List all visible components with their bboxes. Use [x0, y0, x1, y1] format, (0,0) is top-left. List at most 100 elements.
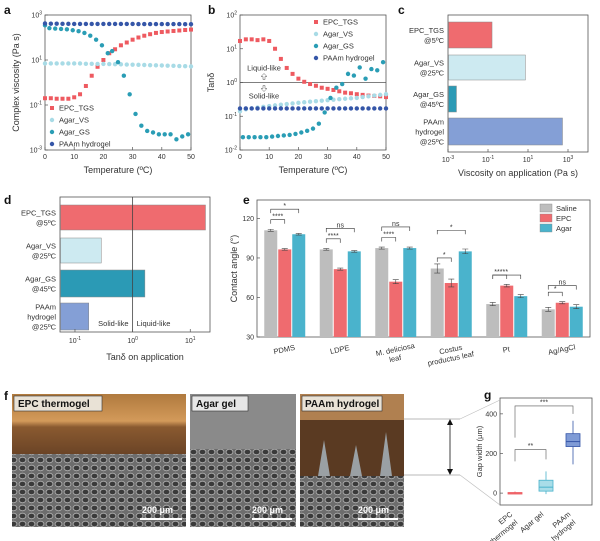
- bar: [60, 302, 90, 331]
- significance-label: ns: [559, 280, 567, 287]
- error-bar: [434, 263, 441, 274]
- data-point-epc_tgs: [384, 95, 388, 100]
- data-point-paam-hydrogel: [66, 21, 71, 27]
- legend-marker: [49, 141, 55, 147]
- data-point-paam-hydrogel: [136, 21, 141, 27]
- data-point-epc_tgs: [273, 46, 278, 51]
- x-tick-label: 103: [563, 155, 574, 164]
- data-point-agar_gs: [304, 128, 310, 134]
- bar: [60, 269, 146, 298]
- data-point-agar_vs: [177, 63, 182, 69]
- y-tick-label: 0: [493, 491, 497, 498]
- data-point-agar_gs: [275, 133, 281, 139]
- data-point-agar_gs: [351, 73, 357, 78]
- data-point-agar_gs: [156, 132, 162, 137]
- legend-label: Agar_VS: [59, 116, 89, 125]
- data-point-paam-hydrogel: [171, 21, 176, 27]
- micrograph-label-box: [301, 395, 383, 412]
- data-point-agar_gs: [109, 48, 115, 54]
- data-point-paam-hydrogel: [130, 21, 135, 27]
- data-point-epc_tgs: [153, 30, 158, 35]
- data-point-agar_gs: [334, 85, 339, 90]
- data-point-epc_tgs: [124, 40, 129, 45]
- x-tick-label: 0: [43, 154, 47, 161]
- data-point-agar_vs: [130, 62, 135, 67]
- category-label: @45ºC: [32, 285, 57, 294]
- panel-label-e: e: [243, 193, 250, 207]
- data-point-agar_vs: [95, 61, 100, 67]
- bar-epc: [389, 281, 403, 337]
- data-point-agar_vs: [383, 92, 389, 97]
- legend-marker: [313, 31, 319, 37]
- data-point-agar_vs: [171, 63, 176, 69]
- data-point-paam-hydrogel: [83, 21, 89, 27]
- category-label: Agar_GS: [413, 90, 444, 99]
- x-axis-label: Viscosity on application (Pa s): [458, 168, 578, 178]
- category-label: @25ºC: [32, 252, 57, 261]
- data-point-agar_vs: [54, 61, 59, 66]
- bar-epc: [500, 285, 514, 337]
- data-point-paam-hydrogel: [325, 106, 330, 111]
- data-point-paam-hydrogel: [107, 21, 112, 27]
- data-point-agar_gs: [47, 25, 52, 31]
- significance-bracket: [325, 227, 355, 233]
- error-bar: [462, 248, 469, 255]
- category-label: PAAm: [423, 118, 444, 127]
- error-bar: [281, 248, 288, 251]
- y-tick-label: 10-2: [225, 146, 237, 155]
- significance-bracket: [514, 449, 547, 462]
- data-point-agar_gs: [88, 33, 93, 38]
- micrograph-foam-layer: [12, 454, 186, 527]
- data-point-agar_vs: [307, 99, 313, 104]
- data-point-epc_tgs: [101, 58, 106, 62]
- error-bar: [295, 233, 302, 236]
- data-point-agar_gs: [82, 30, 87, 36]
- legend-label: Agar: [556, 224, 572, 233]
- error-bar: [267, 228, 274, 232]
- legend-label: Agar_GS: [59, 128, 90, 137]
- data-point-agar_vs: [313, 98, 319, 104]
- data-point-agar_vs: [124, 62, 129, 67]
- data-point-agar_vs: [136, 62, 141, 68]
- data-point-agar_gs: [185, 132, 191, 137]
- panel-label-d: d: [4, 193, 11, 207]
- bar-agar: [514, 296, 528, 337]
- data-point-paam-hydrogel: [296, 106, 301, 111]
- data-point-epc_tgs: [243, 37, 248, 42]
- legend-marker: [314, 20, 318, 24]
- legend-label: EPC_TGS: [59, 104, 94, 113]
- error-bar: [517, 294, 524, 299]
- data-point-epc_tgs: [177, 28, 182, 33]
- liquid-solid-arrows: [260, 73, 268, 92]
- y-axis-label: Tanδ: [206, 73, 216, 93]
- data-point-paam-hydrogel: [124, 21, 129, 27]
- bar-epc: [333, 269, 347, 337]
- x-axis-label: Tanδ on application: [106, 352, 184, 362]
- category-label: PDMS: [273, 343, 296, 356]
- data-point-agar_gs: [264, 134, 269, 140]
- data-point-agar_gs: [150, 130, 156, 135]
- data-point-agar_vs: [66, 61, 71, 66]
- significance-label: ns: [392, 221, 400, 228]
- data-point-agar_vs: [147, 62, 153, 68]
- data-point-agar_vs: [89, 61, 94, 66]
- error-bar: [406, 246, 413, 250]
- scale-bar-label: 200 μm: [142, 505, 173, 515]
- data-point-paam-hydrogel: [243, 106, 249, 111]
- data-point-paam-hydrogel: [237, 106, 243, 111]
- significance-bracket: [492, 274, 522, 280]
- category-label: @25ºC: [32, 323, 57, 332]
- plot-frame: [59, 196, 211, 333]
- data-point-agar_gs: [269, 134, 275, 139]
- bar-saline: [375, 248, 389, 337]
- x-tick-label: 101: [185, 336, 196, 345]
- significance-bracket: [325, 238, 341, 243]
- data-point-epc_tgs: [278, 56, 283, 61]
- data-point-agar_vs: [77, 61, 83, 66]
- data-point-epc_tgs: [183, 28, 188, 33]
- category-label: Agar_VS: [414, 59, 444, 68]
- data-point-epc_tgs: [159, 30, 164, 35]
- data-point-agar_gs: [115, 59, 121, 65]
- x-tick-label: 100: [127, 336, 138, 345]
- data-point-paam-hydrogel: [372, 106, 377, 111]
